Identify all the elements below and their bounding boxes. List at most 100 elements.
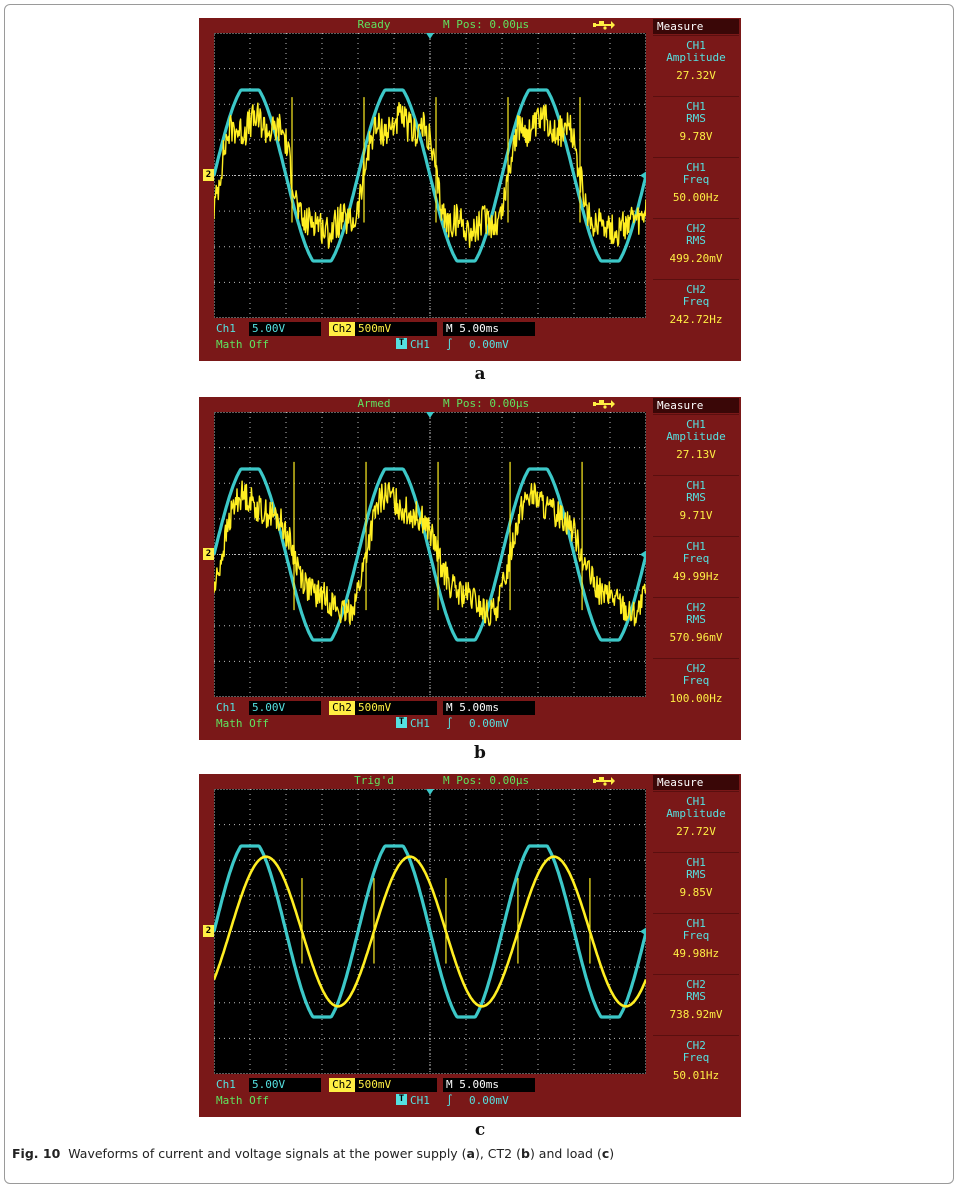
measure-value: 9.71V — [679, 509, 713, 522]
scope-panel-c: Trig'd M Pos: 0.00µs Measure CH1 Amplitude 27… — [199, 774, 741, 1117]
ch2-trace — [214, 855, 646, 1008]
horizontal-position: M Pos: 0.00µs — [443, 397, 530, 410]
trigger-source: CH1 — [410, 717, 430, 730]
ch2-scale: 500mV — [355, 322, 437, 336]
measure-source: CH1 — [686, 917, 706, 930]
measure-source: CH1 — [686, 856, 706, 869]
timebase: M 5.00ms — [443, 1078, 535, 1092]
measure-type: RMS — [686, 491, 706, 504]
panel-label-c: c — [474, 1120, 486, 1140]
measure-type: Amplitude — [666, 51, 726, 64]
measure-type: RMS — [686, 868, 706, 881]
measure-type: RMS — [686, 990, 706, 1003]
ch1-label: Ch1 — [216, 701, 236, 714]
measure-slot-5[interactable]: CH2 Freq 50.01Hz — [653, 1035, 739, 1094]
measure-menu-title[interactable]: Measure — [653, 775, 739, 790]
ch1-scale: 5.00V — [249, 322, 321, 336]
measure-source: CH2 — [686, 978, 706, 991]
ch1-trace — [214, 88, 646, 263]
measure-source: CH1 — [686, 161, 706, 174]
measure-slot-3[interactable]: CH1 Freq 50.00Hz — [653, 157, 739, 216]
measure-source: CH1 — [686, 540, 706, 553]
measure-type: Freq — [682, 552, 710, 565]
measure-type: Amplitude — [666, 430, 726, 443]
measure-type: Freq — [682, 929, 710, 942]
measure-type: Amplitude — [666, 807, 726, 820]
measure-value: 27.72V — [676, 825, 716, 838]
measure-slot-4[interactable]: CH2 RMS 499.20mV — [653, 218, 739, 277]
measure-value: 100.00Hz — [669, 692, 723, 705]
math-status: Math Off — [216, 717, 269, 730]
measure-slot-2[interactable]: CH1 RMS 9.85V — [653, 852, 739, 911]
measure-source: CH1 — [686, 795, 706, 808]
trigger-slope-icon: ∫ — [446, 717, 453, 730]
timebase: M 5.00ms — [443, 701, 535, 715]
measure-type: Freq — [682, 295, 710, 308]
ch2-ground-marker-icon: 2 — [203, 169, 214, 181]
horizontal-position: M Pos: 0.00µs — [443, 18, 530, 31]
scope-screen — [214, 789, 646, 1074]
ch1-scale: 5.00V — [249, 701, 321, 715]
trigger-marker-icon — [426, 412, 434, 418]
measure-source: CH1 — [686, 100, 706, 113]
measure-slot-5[interactable]: CH2 Freq 100.00Hz — [653, 658, 739, 717]
measure-source: CH2 — [686, 662, 706, 675]
trigger-level: 0.00mV — [469, 1094, 509, 1107]
measure-value: 27.32V — [676, 69, 716, 82]
timebase: M 5.00ms — [443, 322, 535, 336]
measure-type: RMS — [686, 234, 706, 247]
measure-slot-3[interactable]: CH1 Freq 49.98Hz — [653, 913, 739, 972]
acquisition-status: Trig'd — [354, 774, 394, 787]
caption-lead: Fig. 10 — [12, 1146, 61, 1161]
measure-slot-3[interactable]: CH1 Freq 49.99Hz — [653, 536, 739, 595]
ch1-scale: 5.00V — [249, 1078, 321, 1092]
measure-slot-4[interactable]: CH2 RMS 570.96mV — [653, 597, 739, 656]
ch2-label: Ch2 — [329, 701, 355, 715]
measure-menu-title[interactable]: Measure — [653, 19, 739, 34]
scope-screen — [214, 33, 646, 318]
measure-slot-1[interactable]: CH1 Amplitude 27.13V — [653, 414, 739, 473]
horizontal-position: M Pos: 0.00µs — [443, 774, 530, 787]
scope-screen — [214, 412, 646, 697]
measure-type: RMS — [686, 613, 706, 626]
measure-slot-4[interactable]: CH2 RMS 738.92mV — [653, 974, 739, 1033]
measure-source: CH1 — [686, 479, 706, 492]
trigger-type-icon: T — [396, 717, 407, 728]
ch2-ground-marker-icon: 2 — [203, 925, 214, 937]
measure-value: 27.13V — [676, 448, 716, 461]
measure-value: 49.98Hz — [672, 947, 720, 960]
caption-mid2: ) and load ( — [529, 1146, 602, 1161]
measure-slot-2[interactable]: CH1 RMS 9.78V — [653, 96, 739, 155]
figure-caption: Fig. 10 Waveforms of current and voltage… — [12, 1146, 947, 1161]
measure-source: CH1 — [686, 39, 706, 52]
panel-label-a: a — [474, 364, 486, 384]
trigger-marker-icon — [426, 789, 434, 795]
measure-menu-title[interactable]: Measure — [653, 398, 739, 413]
measure-source: CH2 — [686, 222, 706, 235]
usb-icon — [593, 400, 615, 409]
measure-value: 242.72Hz — [669, 313, 723, 326]
trigger-level: 0.00mV — [469, 717, 509, 730]
trigger-level: 0.00mV — [469, 338, 509, 351]
trigger-level-marker — [640, 171, 646, 180]
measure-type: RMS — [686, 112, 706, 125]
acquisition-status: Ready — [357, 18, 391, 31]
measure-slot-2[interactable]: CH1 RMS 9.71V — [653, 475, 739, 534]
math-status: Math Off — [216, 338, 269, 351]
ch2-label: Ch2 — [329, 1078, 355, 1092]
measure-value: 50.00Hz — [672, 191, 720, 204]
trigger-level-marker — [640, 550, 646, 559]
caption-ref-c: c — [601, 1146, 610, 1161]
measure-slot-5[interactable]: CH2 Freq 242.72Hz — [653, 279, 739, 338]
measure-value: 499.20mV — [669, 252, 723, 265]
measure-slot-1[interactable]: CH1 Amplitude 27.32V — [653, 35, 739, 94]
scope-panel-b: Armed M Pos: 0.00µs Measure CH1 Amplitude 27.… — [199, 397, 741, 740]
caption-ref-b: b — [520, 1146, 530, 1161]
measure-slot-1[interactable]: CH1 Amplitude 27.72V — [653, 791, 739, 850]
measure-source: CH1 — [686, 418, 706, 431]
measure-value: 9.78V — [679, 130, 713, 143]
usb-icon — [593, 21, 615, 30]
usb-icon — [593, 777, 615, 786]
measure-value: 49.99Hz — [672, 570, 720, 583]
ch2-scale: 500mV — [355, 1078, 437, 1092]
